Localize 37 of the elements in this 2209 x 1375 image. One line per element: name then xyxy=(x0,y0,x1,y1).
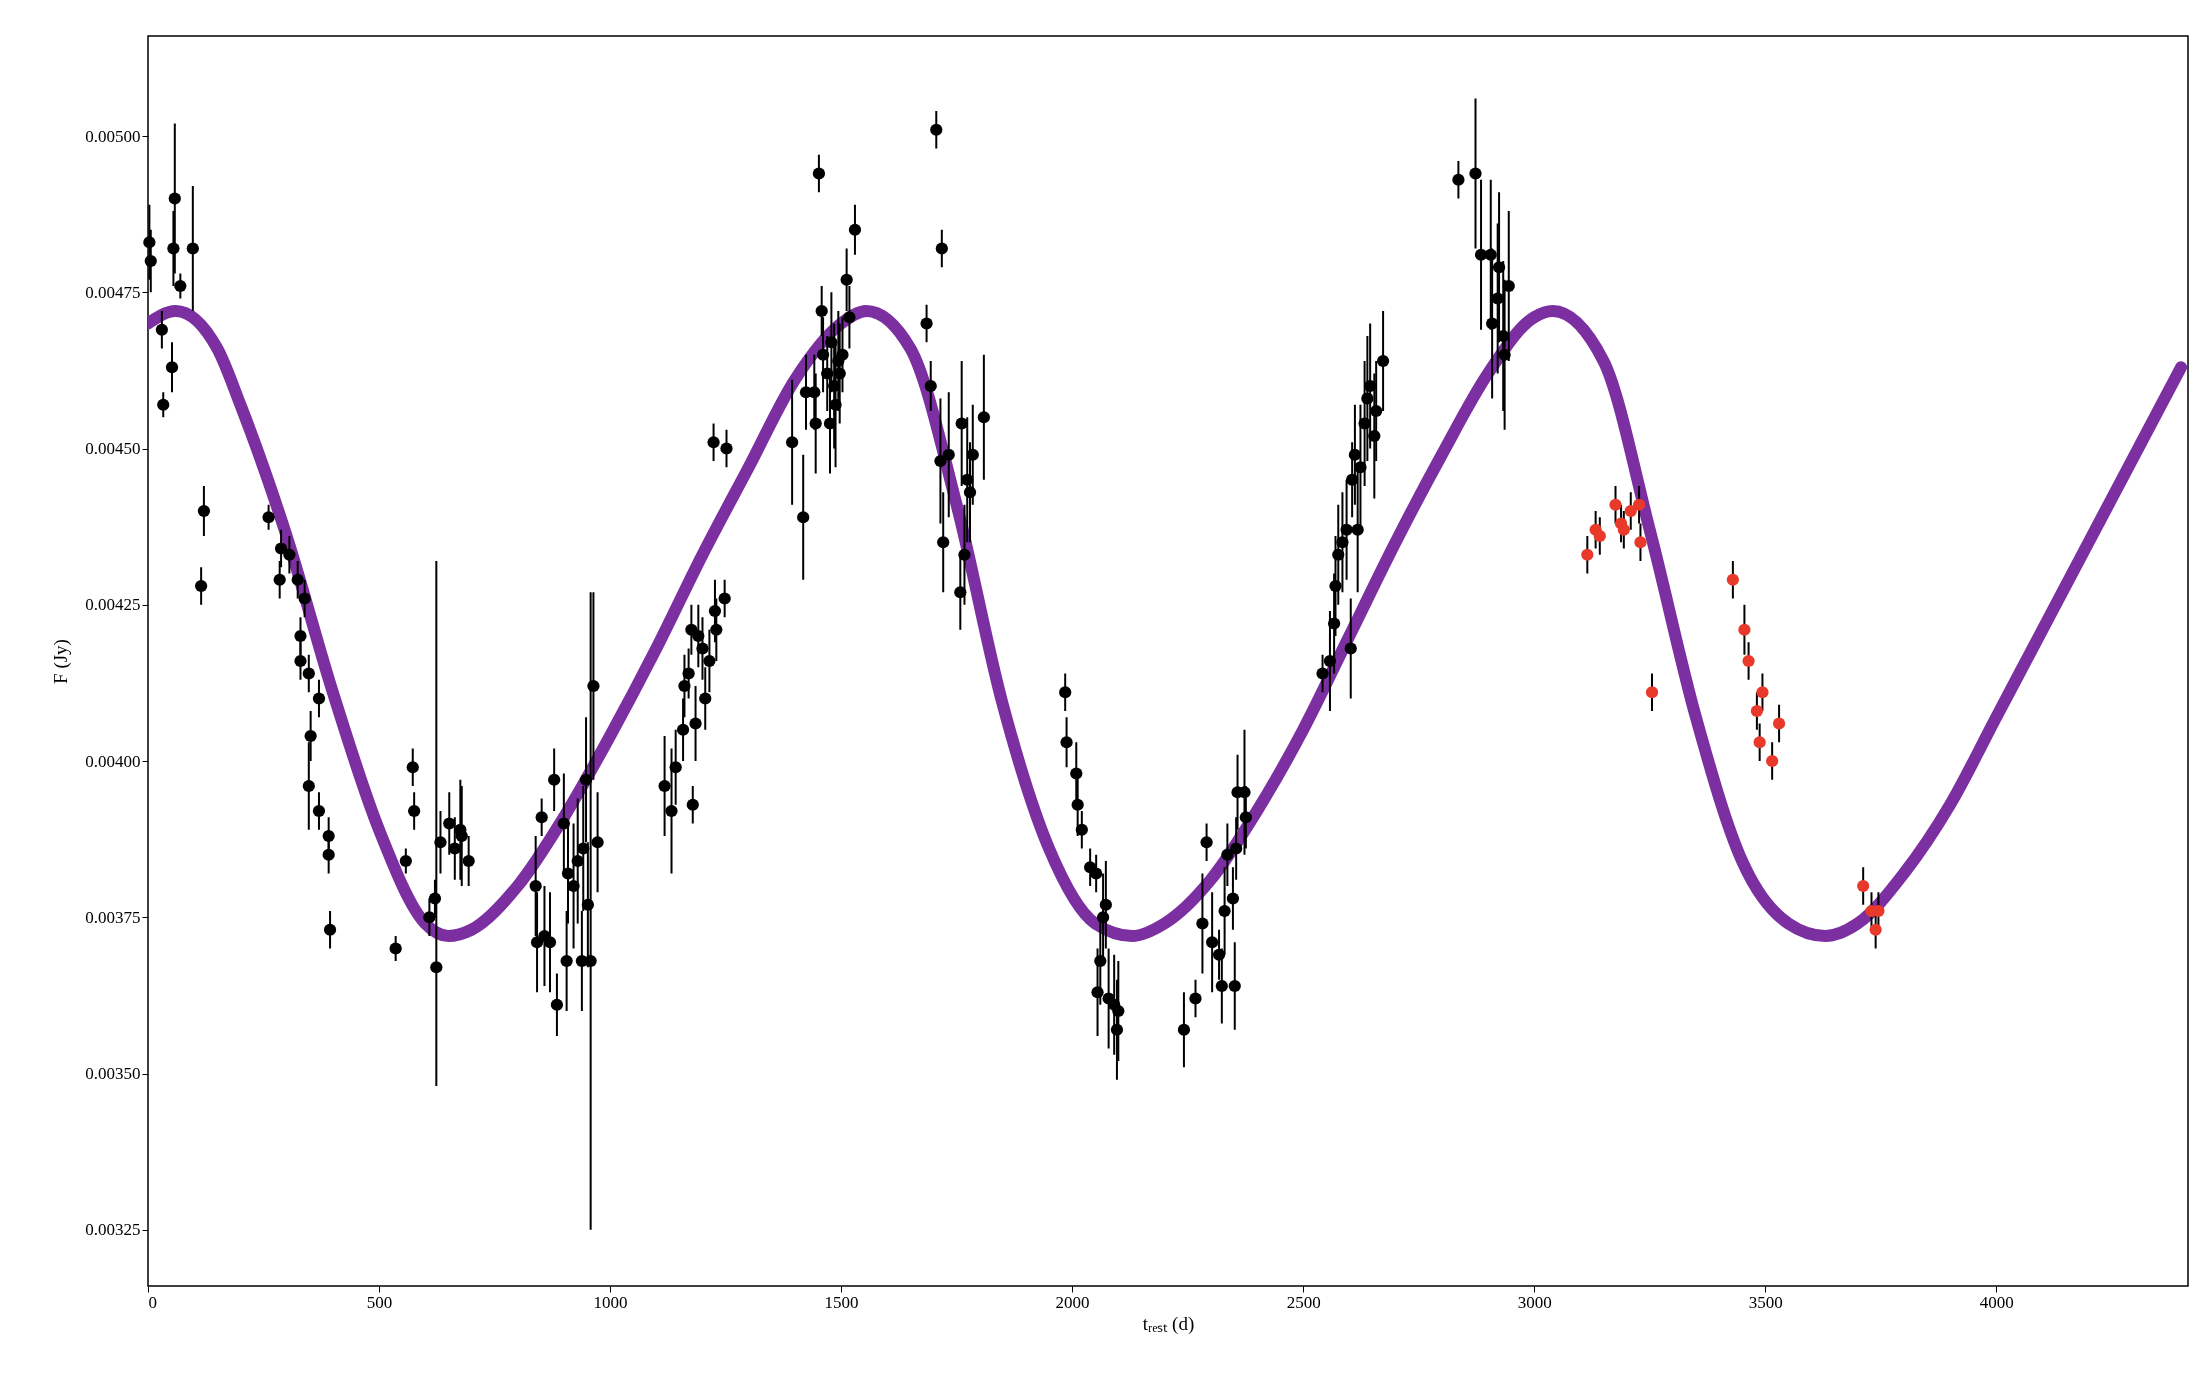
point xyxy=(1617,523,1630,536)
point xyxy=(1726,573,1739,586)
point xyxy=(1869,923,1882,936)
point xyxy=(1857,879,1870,893)
point xyxy=(1742,654,1755,668)
point xyxy=(1593,529,1606,543)
x-tick-label: 1000 xyxy=(593,1292,628,1312)
point xyxy=(1609,498,1622,511)
x-axis-title: tᵣₑₛₜ (d) xyxy=(1142,1312,1195,1335)
point xyxy=(1632,498,1646,511)
y-axis-title: F (Jy) xyxy=(50,639,73,684)
point xyxy=(1624,504,1637,518)
x-tick-label: 4000 xyxy=(1979,1292,2014,1312)
y-tick-label: 0.00375 xyxy=(85,907,141,927)
point xyxy=(1756,686,1769,699)
x-tick-label: 1500 xyxy=(824,1292,859,1312)
x-tick-label: 0 xyxy=(148,1292,157,1312)
y-tick-label: 0.00450 xyxy=(85,439,141,458)
y-tick-label: 0.00475 xyxy=(85,282,141,302)
y-tick-label: 0.00325 xyxy=(85,1220,141,1240)
x-tick-label: 500 xyxy=(366,1292,393,1312)
x-tick-label: 2500 xyxy=(1286,1292,1321,1312)
point xyxy=(1772,717,1786,730)
x-tick-label: 2000 xyxy=(1055,1292,1090,1312)
y-tick-label: 0.00500 xyxy=(85,126,141,146)
y-tick-label: 0.00350 xyxy=(85,1064,141,1083)
y-tick-label: 0.00425 xyxy=(85,595,141,615)
x-tick-label: 3000 xyxy=(1517,1292,1552,1312)
y-tick-label: 0.00400 xyxy=(85,751,141,771)
point xyxy=(1581,548,1594,561)
point xyxy=(1753,736,1766,749)
point xyxy=(1738,623,1751,636)
point xyxy=(1766,754,1779,768)
point xyxy=(1645,686,1659,699)
x-tick-label: 3500 xyxy=(1748,1292,1783,1312)
point xyxy=(1750,704,1764,718)
point xyxy=(1634,536,1647,549)
